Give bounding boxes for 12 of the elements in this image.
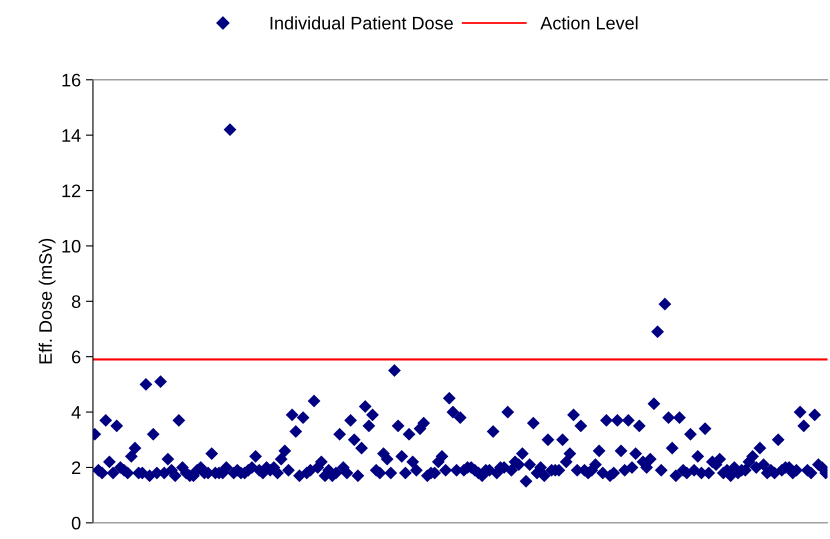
y-tick-label: 0 [72,516,80,530]
y-tick-label: 8 [72,295,80,308]
y-axis-title: Eff. Dose (mSv) [38,238,56,364]
y-tick-label: 4 [72,406,81,419]
legend-label: Individual Patient Dose [270,16,453,30]
y-tick-label: 12 [62,184,80,198]
y-tick-label: 10 [62,240,80,253]
legend-label: Action Level [540,16,638,30]
y-tick-label: 2 [72,461,80,474]
y-tick-label: 6 [72,350,80,364]
y-tick-label: 16 [62,74,80,86]
y-tick-label: 14 [62,129,81,142]
